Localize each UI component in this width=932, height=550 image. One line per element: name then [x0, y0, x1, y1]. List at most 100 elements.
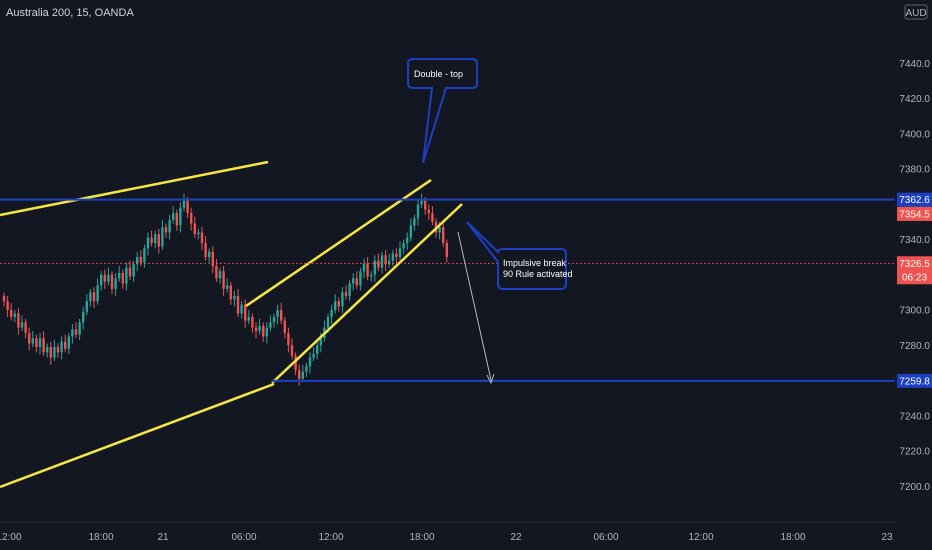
- time-tick-label: 12:00: [0, 532, 22, 543]
- candle-body: [388, 260, 391, 265]
- candle-body: [370, 274, 373, 277]
- candle-body: [398, 248, 402, 258]
- candle-body: [402, 243, 405, 249]
- projection-arrow-head: [486, 373, 495, 385]
- candle-body: [139, 257, 142, 263]
- currency-badge-box[interactable]: [904, 4, 928, 20]
- candle-body: [308, 357, 312, 367]
- candle-body: [240, 304, 243, 314]
- levels-layer: [0, 198, 895, 385]
- impulsive-break-callout[interactable]: [466, 221, 567, 290]
- trendline[interactable]: [0, 382, 275, 489]
- resistance-price-tag-bg: [897, 192, 932, 207]
- price-tick-label: 7440.0: [899, 59, 930, 70]
- price-tick-label: 7400.0: [899, 129, 930, 140]
- candle-body: [427, 209, 430, 214]
- candle-body: [301, 371, 304, 379]
- candle-body: [298, 369, 301, 379]
- candle-body: [204, 243, 207, 258]
- candle-body: [262, 325, 265, 337]
- candle-body: [269, 322, 272, 328]
- price-axis[interactable]: 7200.07220.07240.07260.07280.07300.07320…: [897, 0, 932, 522]
- candle-body: [182, 200, 186, 208]
- candle-body: [168, 220, 171, 233]
- trendline[interactable]: [0, 160, 269, 217]
- candle-body: [107, 274, 110, 282]
- candle-body: [128, 267, 132, 277]
- double-top-label: Double - top: [414, 69, 463, 79]
- candle-body: [330, 310, 333, 318]
- candle-body: [254, 327, 258, 332]
- candle-body: [179, 207, 182, 226]
- candle-body: [373, 260, 376, 275]
- candle-body: [49, 347, 52, 358]
- price-tick-label: 7380.0: [899, 165, 930, 176]
- candle-body: [78, 322, 81, 335]
- candle-body: [157, 234, 160, 247]
- candle-body: [208, 251, 211, 258]
- candle-body: [226, 285, 229, 289]
- candle-body: [190, 213, 193, 224]
- candle-body: [344, 292, 348, 296]
- candle-body: [359, 271, 362, 286]
- chart-title: Australia 200, 15, OANDA: [6, 7, 134, 19]
- candle-body: [132, 264, 135, 277]
- trendline[interactable]: [245, 178, 432, 308]
- candle-body: [60, 341, 63, 353]
- candle-body: [251, 317, 254, 328]
- candle-body: [384, 255, 387, 265]
- candle-body: [218, 271, 222, 279]
- candle-body: [258, 325, 261, 332]
- candle-body: [85, 301, 88, 312]
- candle-body: [265, 327, 268, 337]
- time-tick-label: 06:00: [231, 532, 256, 543]
- candle-body: [377, 260, 380, 268]
- candle-body: [175, 213, 178, 226]
- candle-body: [272, 317, 276, 323]
- candle-body: [341, 292, 344, 307]
- time-tick-label: 18:00: [409, 532, 434, 543]
- trendlines-layer: [0, 160, 463, 489]
- candle-body: [35, 338, 38, 348]
- candle-body: [222, 271, 225, 289]
- candle-body: [154, 234, 157, 244]
- candle-body: [355, 278, 358, 286]
- candle-body: [229, 285, 232, 300]
- candle-body: [319, 338, 322, 346]
- currency-badge[interactable]: AUD: [905, 8, 926, 19]
- candle-body: [280, 310, 283, 321]
- candle-body: [10, 310, 13, 318]
- candle-body: [294, 355, 297, 370]
- candle-body: [276, 310, 279, 318]
- candle-body: [56, 347, 60, 353]
- candle-body: [150, 237, 153, 244]
- candle-body: [100, 274, 103, 286]
- time-tick-label: 21: [157, 532, 169, 543]
- projection-arrow[interactable]: [457, 231, 492, 381]
- candle-body: [20, 322, 24, 328]
- candle-body: [420, 200, 423, 205]
- candle-body: [215, 265, 218, 279]
- candle-body: [352, 278, 355, 284]
- price-tick-label: 7280.0: [899, 341, 930, 352]
- candle-body: [424, 200, 427, 210]
- candle-body: [67, 336, 70, 349]
- time-tick-label: 23: [881, 532, 893, 543]
- candle-body: [334, 301, 337, 310]
- candle-body: [312, 354, 315, 358]
- candle-body: [89, 292, 92, 302]
- candle-body: [96, 285, 99, 302]
- candle-body: [82, 311, 85, 323]
- support-price-tag-bg: [897, 373, 932, 388]
- candle-body: [442, 227, 445, 244]
- time-tick-label: 22: [510, 532, 522, 543]
- candle-body: [406, 237, 409, 244]
- candle-body: [290, 345, 294, 356]
- candle-body: [362, 264, 366, 272]
- trendline[interactable]: [271, 203, 463, 384]
- time-axis[interactable]: 12:00 18:00 21 06:00 12:00 18:00 22 06:00 12:00 1…: [0, 521, 897, 543]
- candle-body: [326, 317, 330, 328]
- double-top-callout[interactable]: [407, 58, 478, 164]
